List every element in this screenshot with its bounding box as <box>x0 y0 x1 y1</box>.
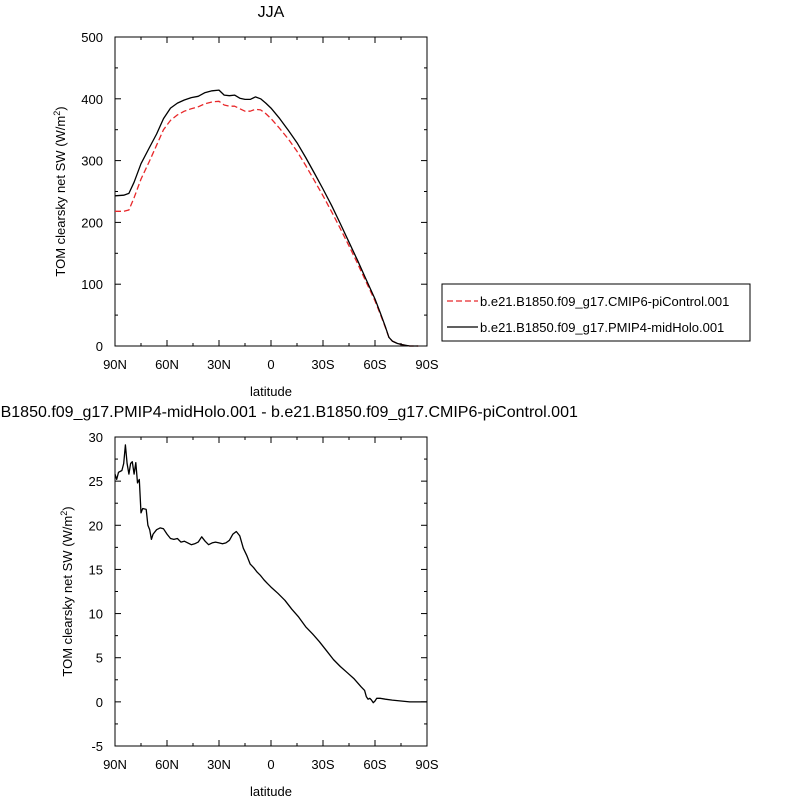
chart-2-plot-frame <box>114 436 428 747</box>
chart-1-plot-frame <box>114 36 428 347</box>
chart-panel-2: b.e21.B1850.f09_g17.PMIP4-midHolo.001 - … <box>0 404 578 799</box>
chart-2-y-tick-label: -5 <box>91 739 103 754</box>
chart-1-title: JJA <box>258 4 285 21</box>
chart-2-x-tick-label: 0 <box>267 757 274 772</box>
chart-1-x-tick-label: 0 <box>267 357 274 372</box>
chart-1-y-tick-label: 200 <box>81 215 103 230</box>
chart-1-x-tick-label: 90N <box>103 357 127 372</box>
chart-1-series-line-1 <box>115 100 419 347</box>
chart-2-y-tick-label: 20 <box>89 518 103 533</box>
chart-2-x-tick-label: 60S <box>363 757 386 772</box>
chart-2-y-tick-label: 0 <box>96 695 103 710</box>
legend: b.e21.B1850.f09_g17.CMIP6-piControl.001b… <box>441 283 751 342</box>
chart-2-x-tick-label: 90N <box>103 757 127 772</box>
chart-2-title: b.e21.B1850.f09_g17.PMIP4-midHolo.001 - … <box>0 404 578 421</box>
chart-1-y-tick-label: 100 <box>81 277 103 292</box>
chart-panel-1: JJA 90N 60N 30N 0 30S 60S 90S 0 100 200 300 400 500 la… <box>52 4 751 399</box>
chart-2-y-tick-label: 10 <box>89 607 103 622</box>
legend-label-1: b.e21.B1850.f09_g17.CMIP6-piControl.001 <box>480 294 729 309</box>
chart-2-x-axis-label: latitude <box>250 784 292 799</box>
chart-1-y-axis-label: TOM clearsky net SW (W/m2) <box>52 106 68 276</box>
chart-1-x-tick-label: 30S <box>311 357 334 372</box>
chart-2-y-tick-label: 5 <box>96 651 103 666</box>
chart-1-series-line-2 <box>114 89 419 347</box>
chart-1-x-tick-label: 60S <box>363 357 386 372</box>
chart-1-x-tick-label: 30N <box>207 357 231 372</box>
chart-1-y-tick-label: 400 <box>81 92 103 107</box>
chart-2-series-line-1 <box>114 444 427 704</box>
chart-2-x-tick-label: 30N <box>207 757 231 772</box>
chart-1-x-axis-label: latitude <box>250 384 292 399</box>
chart-2-x-tick-label: 30S <box>311 757 334 772</box>
chart-1-x-tick-label: 60N <box>155 357 179 372</box>
chart-2-y-tick-label: 15 <box>89 562 103 577</box>
chart-1-y-tick-label: 300 <box>81 154 103 169</box>
chart-1-x-tick-label: 90S <box>415 357 438 372</box>
chart-2-y-axis-label: TOM clearsky net SW (W/m2) <box>59 506 75 676</box>
chart-1-y-tick-label: 0 <box>96 339 103 354</box>
chart-2-y-tick-label: 25 <box>89 474 103 489</box>
legend-label-2: b.e21.B1850.f09_g17.PMIP4-midHolo.001 <box>480 320 724 335</box>
chart-2-x-tick-label: 60N <box>155 757 179 772</box>
chart-1-y-tick-label: 500 <box>81 30 103 45</box>
chart-2-y-tick-label: 30 <box>89 430 103 445</box>
legend-box <box>441 283 751 342</box>
chart-2-x-tick-label: 90S <box>415 757 438 772</box>
